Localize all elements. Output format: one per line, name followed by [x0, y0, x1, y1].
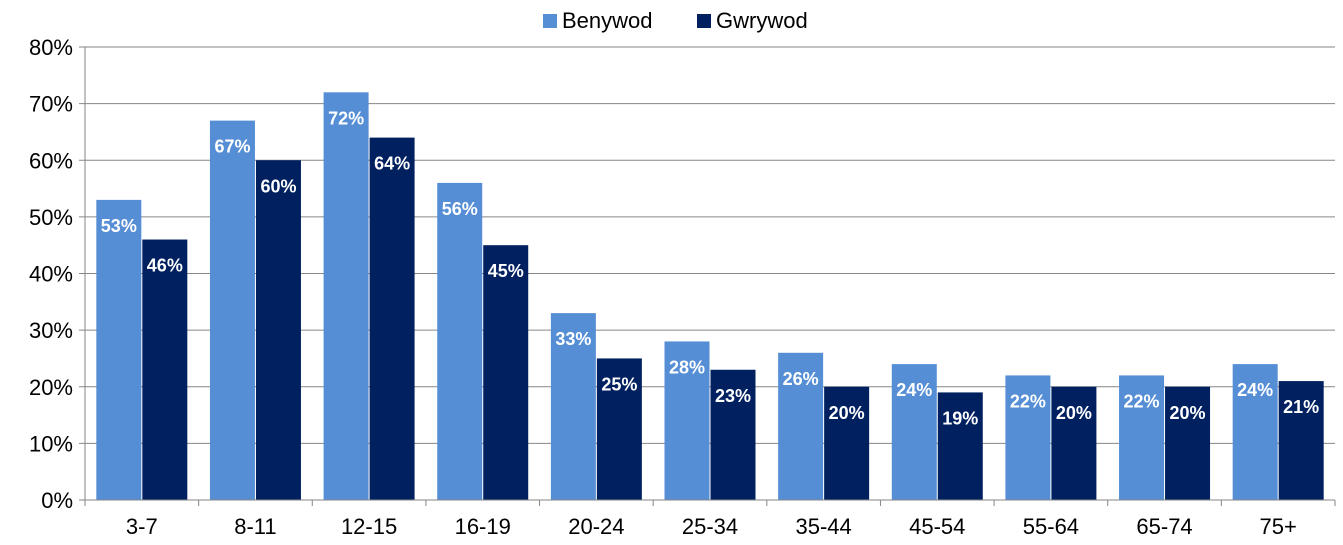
bar-Gwrywod-45-54: [937, 392, 983, 500]
data-label-Gwrywod-12-15: 64%: [374, 154, 410, 174]
data-label-Benywod-16-19: 56%: [442, 199, 478, 219]
bar-Gwrywod-55-64: [1051, 386, 1097, 500]
data-labels: 53% 46% 67% 60% 72% 64% 56% 45% 33% 25% 28% 23% 26% 2…: [101, 108, 1319, 428]
legend: Benywod Gwrywod: [543, 8, 808, 33]
data-label-Benywod-12-15: 72%: [328, 108, 364, 128]
y-tick-label: 50%: [29, 205, 73, 230]
data-label-Benywod-3-7: 53%: [101, 216, 137, 236]
bar-Benywod-3-7: [96, 199, 142, 500]
bar-Benywod-25-34: [664, 341, 710, 500]
bar-Gwrywod-8-11: [255, 160, 301, 500]
bar-Benywod-75+: [1232, 364, 1278, 500]
x-tick-label: 16-19: [455, 514, 511, 539]
legend-label-Benywod: Benywod: [562, 8, 653, 33]
data-label-Gwrywod-65-74: 20%: [1170, 403, 1206, 423]
y-tick-label: 0%: [41, 488, 73, 513]
data-label-Gwrywod-20-24: 25%: [601, 374, 637, 394]
x-tick-label: 35-44: [795, 514, 851, 539]
legend-swatch-Benywod: [543, 14, 557, 28]
y-tick-label: 20%: [29, 375, 73, 400]
data-label-Benywod-75+: 24%: [1237, 380, 1273, 400]
y-tick-label: 80%: [29, 35, 73, 60]
bar-Gwrywod-12-15: [369, 137, 415, 500]
legend-label-Gwrywod: Gwrywod: [716, 8, 808, 33]
x-tick-label: 20-24: [568, 514, 624, 539]
bar-Gwrywod-25-34: [710, 369, 756, 500]
data-label-Gwrywod-16-19: 45%: [488, 261, 524, 281]
bar-Benywod-12-15: [323, 92, 369, 501]
y-tick-label: 30%: [29, 318, 73, 343]
bar-Benywod-20-24: [550, 313, 596, 500]
bar-Gwrywod-75+: [1278, 381, 1324, 500]
data-label-Benywod-8-11: 67%: [214, 137, 250, 157]
y-tick-label: 70%: [29, 92, 73, 117]
bars: [96, 92, 1324, 501]
data-label-Gwrywod-8-11: 60%: [260, 176, 296, 196]
bar-Benywod-55-64: [1005, 375, 1051, 500]
data-label-Benywod-35-44: 26%: [783, 369, 819, 389]
legend-swatch-Gwrywod: [697, 14, 711, 28]
data-label-Gwrywod-75+: 21%: [1283, 397, 1319, 417]
y-tick-label: 40%: [29, 262, 73, 287]
bar-Gwrywod-16-19: [483, 245, 529, 500]
data-label-Benywod-20-24: 33%: [555, 329, 591, 349]
bar-Benywod-8-11: [209, 120, 255, 501]
x-tick-label: 8-11: [234, 514, 276, 539]
axes: 0% 10% 20% 30% 40% 50% 60% 70% 80% 3-7 8-11 12-15 16…: [29, 35, 1336, 539]
data-label-Benywod-25-34: 28%: [669, 357, 705, 377]
x-tick-label: 25-34: [682, 514, 738, 539]
x-tick-label: 3-7: [126, 514, 158, 539]
bar-Gwrywod-3-7: [142, 239, 188, 500]
data-label-Gwrywod-25-34: 23%: [715, 386, 751, 406]
bar-Benywod-65-74: [1119, 375, 1165, 500]
bar-Benywod-16-19: [437, 182, 483, 500]
bar-Benywod-45-54: [891, 364, 937, 500]
x-tick-label: 55-64: [1023, 514, 1079, 539]
x-tick-label: 12-15: [341, 514, 397, 539]
bar-Gwrywod-20-24: [596, 358, 642, 500]
x-tick-label: 65-74: [1136, 514, 1192, 539]
x-tick-label: 75+: [1260, 514, 1297, 539]
data-label-Benywod-65-74: 22%: [1124, 391, 1160, 411]
data-label-Gwrywod-45-54: 19%: [942, 408, 978, 428]
y-tick-label: 10%: [29, 431, 73, 456]
y-tick-label: 60%: [29, 148, 73, 173]
bar-Gwrywod-35-44: [824, 386, 870, 500]
data-label-Gwrywod-55-64: 20%: [1056, 403, 1092, 423]
x-tick-label: 45-54: [909, 514, 965, 539]
data-label-Gwrywod-35-44: 20%: [829, 403, 865, 423]
data-label-Benywod-55-64: 22%: [1010, 391, 1046, 411]
data-label-Benywod-45-54: 24%: [896, 380, 932, 400]
bar-Benywod-35-44: [778, 352, 824, 500]
bar-Gwrywod-65-74: [1165, 386, 1211, 500]
data-label-Gwrywod-3-7: 46%: [147, 256, 183, 276]
